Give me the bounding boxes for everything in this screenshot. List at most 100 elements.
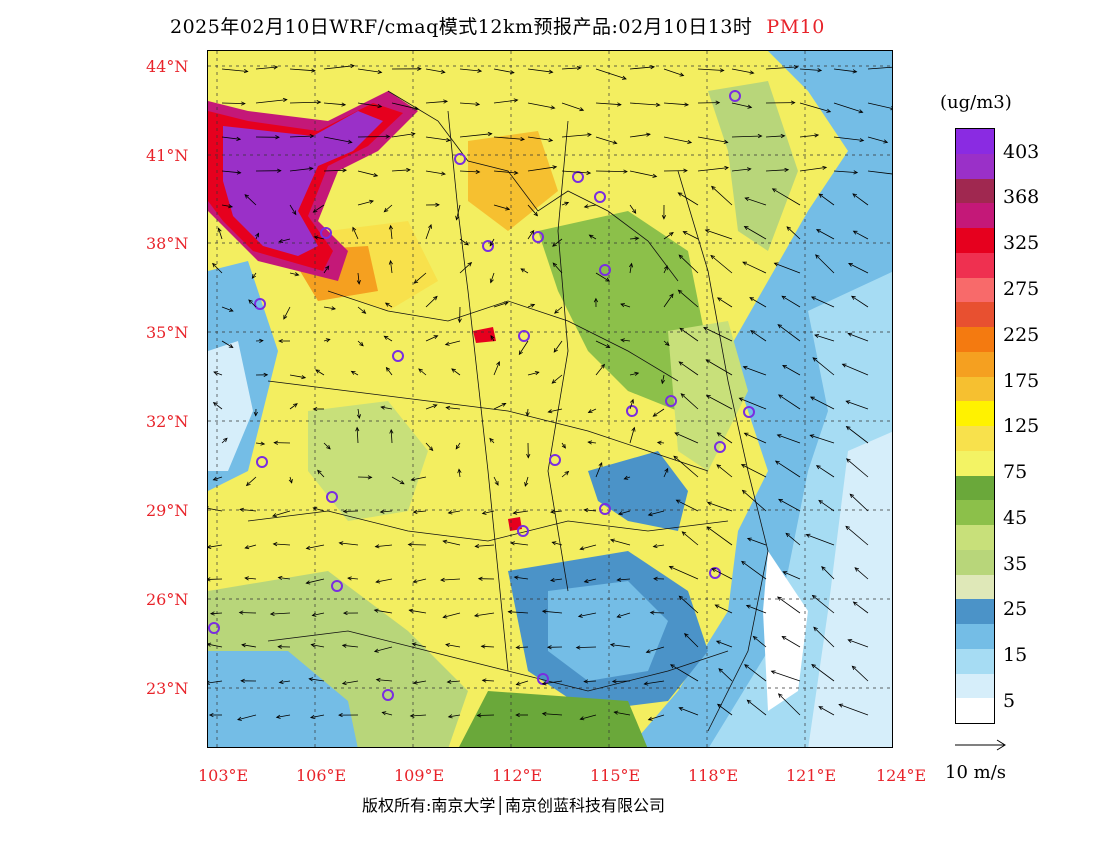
wind-vector-head [305, 545, 311, 550]
wind-vector-head [674, 432, 680, 437]
wind-vector-head [399, 480, 405, 485]
wind-vector-head [244, 576, 249, 581]
wind-vector [717, 297, 733, 308]
legend-label: 45 [1003, 507, 1028, 529]
wind-vector [440, 578, 461, 581]
wind-vector-head [852, 601, 858, 606]
wind-vector [561, 67, 581, 70]
wind-vector-head [520, 268, 526, 273]
wind-vector [306, 544, 325, 549]
wind-vector-head [525, 411, 530, 417]
wind-vector [221, 306, 234, 312]
wind-vector [705, 359, 733, 376]
wind-vector [458, 469, 461, 478]
wind-vector-head [774, 460, 780, 465]
wind-vector-head [546, 645, 552, 650]
wind-vector-head [433, 295, 438, 301]
wind-vector-head [716, 464, 721, 469]
wind-vector [799, 68, 822, 71]
wind-vector [443, 612, 461, 618]
wind-vector [357, 170, 378, 177]
wind-vector [818, 706, 835, 716]
wind-vector-head [359, 341, 364, 347]
wind-vector-head [347, 139, 353, 144]
wind-vector [867, 170, 892, 175]
wind-vector-head [278, 679, 284, 685]
wind-vector-head [547, 409, 553, 414]
wind-vector-head [369, 199, 374, 204]
wind-vector [474, 612, 495, 617]
wind-vector-head [552, 262, 558, 268]
wind-vector [678, 289, 699, 308]
wind-vector [390, 260, 393, 274]
wind-vector-head [664, 467, 669, 473]
wind-vector [255, 442, 265, 445]
wind-vector-head [577, 613, 583, 618]
wind-vector [352, 227, 359, 240]
wind-vector [744, 432, 767, 444]
wind-vector-head [600, 363, 605, 369]
wind-vector-head [389, 428, 394, 434]
wind-vector-head [858, 109, 864, 114]
wind-vector [854, 567, 869, 580]
wind-vector-head [647, 512, 653, 517]
wind-vector-head [481, 510, 487, 515]
wind-vector [276, 714, 291, 718]
wind-vector [657, 442, 665, 444]
wind-vector [617, 612, 631, 618]
wind-vector-head [208, 680, 210, 685]
wind-vector-head [490, 335, 495, 340]
wind-vector-head [311, 68, 316, 73]
wind-vector [745, 197, 767, 206]
wind-vector [489, 438, 495, 444]
wind-vector-head [440, 577, 445, 582]
wind-vector [684, 633, 699, 648]
wind-vector [239, 612, 257, 614]
wind-vector [765, 66, 798, 70]
wind-vector-head [652, 173, 658, 178]
wind-vector [833, 102, 863, 113]
wind-vector-head [243, 69, 249, 74]
wind-vector [493, 204, 510, 210]
wind-vector [527, 166, 557, 172]
wind-vector-head [435, 202, 440, 207]
wind-vector-head [444, 341, 450, 346]
wind-vector [283, 306, 291, 320]
wind-vector [357, 340, 364, 347]
wind-vector [782, 365, 801, 376]
wind-vector [323, 136, 352, 143]
wind-vector [774, 262, 801, 274]
lon-label: 115°E [590, 766, 641, 785]
wind-vector [482, 510, 495, 514]
wind-vector-head [583, 578, 589, 584]
wind-vector [653, 408, 665, 417]
wind-vector [418, 368, 427, 376]
wind-vector [680, 393, 699, 410]
wind-vector [459, 170, 480, 173]
wind-vector-head [325, 265, 330, 271]
wind-vector [357, 408, 360, 419]
wind-vector-head [417, 66, 422, 71]
wind-vector [309, 678, 325, 682]
title-main: 2025年02月10日WRF/cmaq模式12km预报产品:02月10日13时 [170, 16, 753, 38]
wind-vector [588, 441, 597, 444]
wind-vector-head [845, 400, 851, 405]
lat-label: 32°N [146, 412, 189, 431]
wind-vector [351, 370, 359, 376]
wind-vector [777, 324, 801, 342]
wind-vector [208, 578, 223, 580]
wind-vector-head [670, 664, 675, 669]
wind-vector-head [275, 714, 281, 719]
wind-vector-head [610, 538, 615, 543]
wind-vector-head [746, 699, 752, 704]
wind-vector [648, 714, 665, 721]
wind-vector-head [652, 412, 658, 417]
wind-vector-head [706, 501, 712, 506]
wind-vector [410, 714, 427, 717]
wind-vector-head [530, 303, 536, 308]
wind-vector-head [613, 710, 619, 715]
wind-vector [848, 639, 869, 648]
wind-vector [705, 229, 733, 240]
legend-color-swatch [956, 277, 994, 303]
wind-vector [289, 374, 306, 379]
